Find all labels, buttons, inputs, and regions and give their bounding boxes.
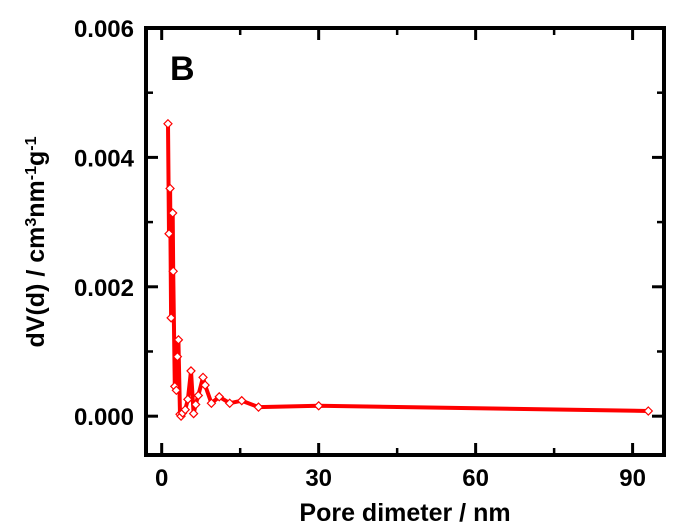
y-tick-label: 0.004: [74, 145, 135, 172]
x-tick-label: 90: [619, 465, 646, 492]
data-point: [200, 380, 210, 390]
y-axis-title-sup1: 3: [23, 218, 40, 227]
y-tick-label: 0.006: [74, 16, 134, 43]
x-tick-label: 0: [155, 465, 168, 492]
data-point: [193, 390, 204, 401]
data-point: [164, 228, 174, 239]
y-tick-label: 0.002: [74, 275, 134, 302]
data-point: [163, 118, 173, 129]
data-point: [224, 398, 235, 409]
data-point: [183, 394, 193, 405]
data-point: [206, 398, 217, 409]
data-point: [188, 408, 199, 419]
plot-frame: [144, 26, 666, 457]
data-point: [190, 399, 201, 410]
data-point: [643, 406, 654, 416]
tick-labels: 0 30 60 90 0.000 0.002 0.004 0.006: [74, 16, 646, 492]
data-point: [173, 334, 184, 345]
series-layer: [163, 118, 654, 422]
tick-marks: [146, 26, 664, 455]
y-axis-title-sup3: -1: [23, 136, 40, 150]
data-point: [171, 385, 182, 396]
data-point: [167, 208, 178, 218]
data-point: [313, 400, 324, 411]
data-point: [172, 351, 183, 362]
data-point: [186, 366, 196, 376]
data-point: [166, 312, 176, 323]
y-axis-title: dV(d) / cm3nm-1g-1: [22, 136, 50, 347]
data-point: [165, 183, 175, 194]
data-point: [253, 402, 264, 412]
data-point: [180, 404, 191, 415]
x-tick-label: 30: [305, 465, 332, 492]
x-tick-label: 60: [462, 465, 489, 492]
x-axis-title: Pore dimeter / nm: [299, 499, 510, 527]
series-line: [166, 123, 649, 419]
data-point: [198, 372, 208, 383]
y-axis-title-sup2: -1: [23, 166, 40, 180]
panel-label: B: [170, 50, 195, 88]
y-axis-title-mid2: g: [22, 151, 50, 166]
data-point: [214, 391, 225, 402]
data-point: [168, 266, 179, 277]
y-axis-title-mid1: nm: [22, 180, 50, 218]
y-axis-title-main: dV(d) / cm: [22, 227, 50, 348]
y-tick-label: 0.000: [74, 404, 134, 431]
data-point: [236, 395, 247, 406]
